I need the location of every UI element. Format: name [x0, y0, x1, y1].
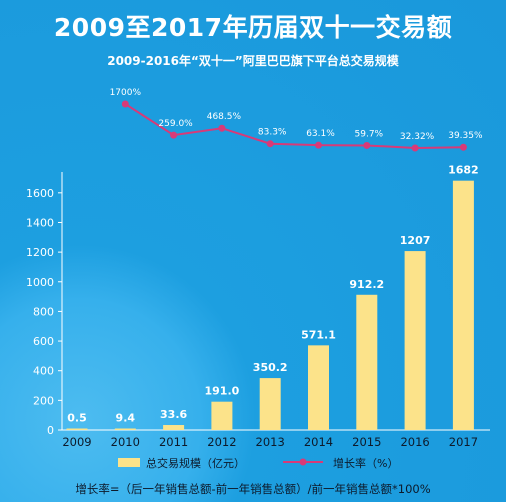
growth-point-label: 59.7%	[355, 129, 384, 139]
bar	[259, 378, 281, 430]
bar-value-label: 191.0	[205, 385, 240, 398]
x-tick-label: 2012	[207, 435, 236, 449]
x-tick-label: 2015	[352, 435, 381, 449]
x-tick-label: 2011	[159, 435, 188, 449]
legend-bar-swatch	[118, 458, 140, 467]
y-tick-label: 1600	[26, 187, 54, 200]
chart-subtitle: 2009-2016年“双十一”阿里巴巴旗下平台总交易规模	[107, 54, 399, 68]
x-tick-label: 2016	[400, 435, 429, 449]
growth-point	[315, 141, 322, 149]
bar-value-label: 350.2	[253, 361, 288, 374]
growth-point-label: 1700%	[110, 88, 142, 98]
growth-point	[121, 100, 129, 108]
bar-value-label: 9.4	[116, 412, 136, 425]
growth-point	[266, 140, 274, 148]
growth-formula: 增长率=（后一年销售总额-前一年销售总额）/前一年销售总额*100%	[75, 482, 431, 496]
legend-bar-label: 总交易规模（亿元）	[146, 456, 245, 470]
x-tick-label: 2014	[304, 435, 333, 449]
legend-line-label: 增长率（%）	[333, 456, 398, 470]
page-title: 2009至2017年历届双十一交易额	[53, 13, 453, 42]
growth-line	[124, 103, 464, 149]
y-tick-label: 200	[33, 394, 54, 407]
x-tick-label: 2010	[111, 435, 140, 449]
y-tick-label: 1400	[26, 216, 54, 229]
bar	[452, 180, 474, 430]
bar	[163, 425, 185, 430]
growth-point	[459, 143, 467, 151]
growth-point	[363, 141, 371, 149]
growth-point	[411, 144, 419, 152]
bar-value-label: 571.1	[301, 328, 336, 341]
growth-point-label: 468.5%	[207, 112, 242, 122]
bar-value-label: 912.2	[349, 278, 384, 291]
bar	[308, 345, 329, 430]
y-tick-label: 600	[33, 335, 54, 348]
y-tick-label: 800	[33, 305, 54, 318]
bar-value-label: 0.5	[67, 412, 87, 425]
y-tick-label: 1200	[26, 246, 54, 259]
bar	[114, 428, 136, 430]
x-tick-label: 2009	[62, 435, 91, 449]
growth-point	[170, 131, 178, 139]
growth-point-label: 83.3%	[258, 128, 287, 138]
growth-point	[218, 124, 226, 132]
bar	[211, 401, 233, 430]
y-tick-label: 400	[33, 365, 54, 378]
y-tick-label: 1000	[26, 276, 54, 289]
bar	[356, 294, 378, 430]
growth-point-label: 259.0%	[158, 119, 193, 129]
growth-point-label: 39.35%	[448, 131, 483, 141]
bar-value-label: 1207	[400, 234, 431, 247]
bar-value-label: 33.6	[160, 408, 187, 421]
x-tick-label: 2017	[449, 435, 478, 449]
y-tick-label: 0	[47, 424, 54, 437]
bar	[66, 428, 88, 430]
bar	[404, 251, 426, 430]
legend-line-marker	[299, 458, 307, 466]
x-tick-label: 2013	[256, 435, 285, 449]
growth-point-label: 32.32%	[400, 132, 435, 142]
growth-point-label: 63.1%	[306, 129, 335, 139]
bar-value-label: 1682	[448, 164, 479, 177]
